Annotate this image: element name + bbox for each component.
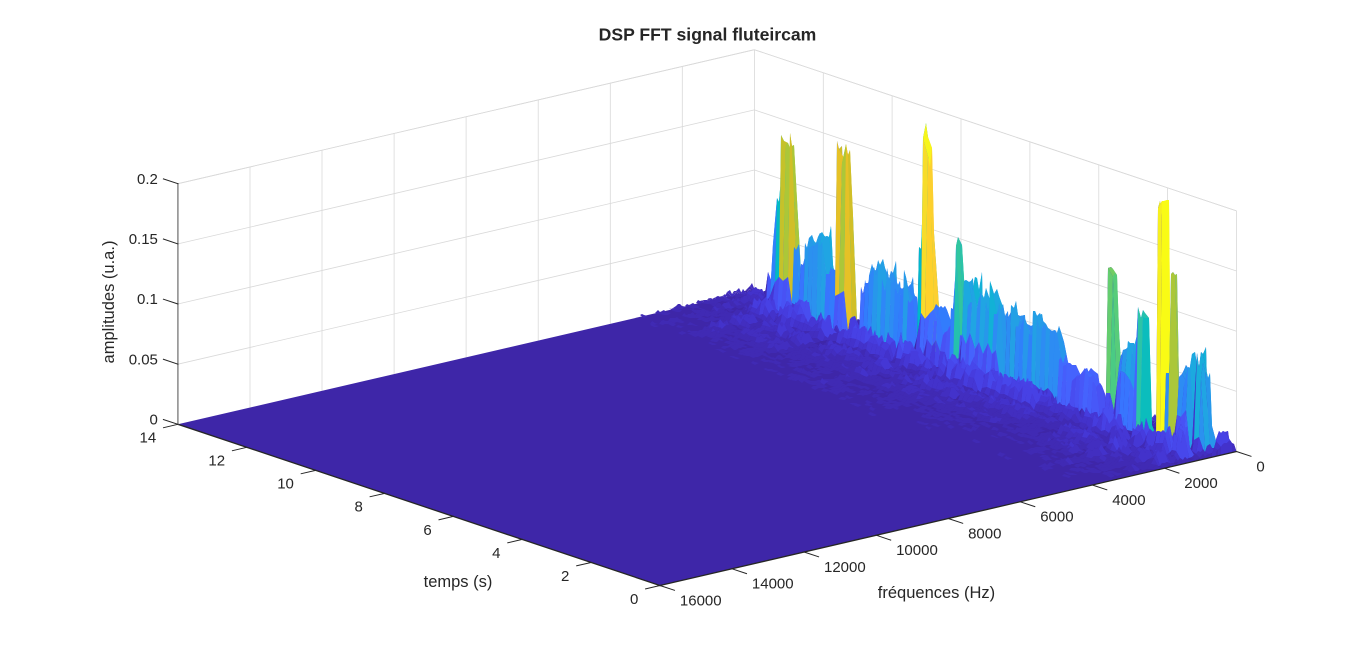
- svg-text:12: 12: [208, 453, 225, 470]
- svg-text:amplitudes (u.a.): amplitudes (u.a.): [100, 241, 118, 364]
- svg-text:0.05: 0.05: [129, 351, 158, 368]
- svg-text:temps (s): temps (s): [424, 573, 493, 591]
- svg-text:0.2: 0.2: [137, 171, 158, 188]
- svg-text:8: 8: [354, 499, 362, 516]
- svg-text:16000: 16000: [680, 592, 722, 609]
- svg-text:6000: 6000: [1040, 509, 1073, 526]
- svg-text:DSP FFT signal fluteircam: DSP FFT signal fluteircam: [599, 25, 817, 45]
- svg-text:0.15: 0.15: [129, 231, 158, 248]
- svg-text:8000: 8000: [968, 525, 1001, 542]
- svg-text:0: 0: [1256, 458, 1264, 475]
- svg-text:0: 0: [150, 412, 158, 429]
- svg-text:6: 6: [423, 522, 431, 539]
- svg-text:4: 4: [492, 545, 500, 562]
- svg-text:4000: 4000: [1112, 492, 1145, 509]
- svg-text:12000: 12000: [824, 559, 866, 576]
- svg-text:2000: 2000: [1184, 475, 1217, 492]
- svg-text:10000: 10000: [896, 542, 938, 559]
- svg-text:2: 2: [561, 568, 569, 585]
- svg-text:14000: 14000: [752, 576, 794, 593]
- svg-text:14: 14: [140, 430, 157, 447]
- svg-text:0: 0: [630, 591, 638, 608]
- svg-text:10: 10: [277, 476, 294, 493]
- svg-text:0.1: 0.1: [137, 291, 158, 308]
- svg-text:fréquences (Hz): fréquences (Hz): [878, 584, 995, 602]
